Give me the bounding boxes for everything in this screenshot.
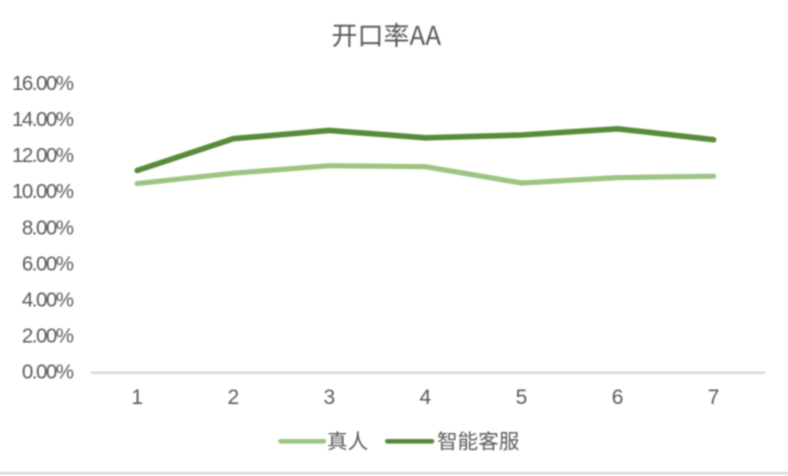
svg-text:4: 4 — [420, 386, 432, 409]
svg-text:7: 7 — [708, 386, 720, 409]
svg-text:3: 3 — [324, 386, 336, 409]
svg-text:2.00%: 2.00% — [22, 324, 74, 347]
svg-text:12.00%: 12.00% — [12, 144, 74, 167]
svg-text:8.00%: 8.00% — [22, 216, 74, 239]
svg-text:6: 6 — [612, 386, 624, 409]
svg-text:0.00%: 0.00% — [22, 361, 74, 384]
svg-text:5: 5 — [516, 386, 528, 409]
svg-text:14.00%: 14.00% — [12, 108, 74, 131]
svg-text:1: 1 — [131, 386, 143, 409]
svg-text:6.00%: 6.00% — [22, 252, 74, 275]
svg-text:4.00%: 4.00% — [22, 288, 74, 311]
svg-text:16.00%: 16.00% — [12, 72, 74, 95]
svg-text:10.00%: 10.00% — [12, 180, 74, 203]
svg-text:2: 2 — [227, 386, 239, 409]
